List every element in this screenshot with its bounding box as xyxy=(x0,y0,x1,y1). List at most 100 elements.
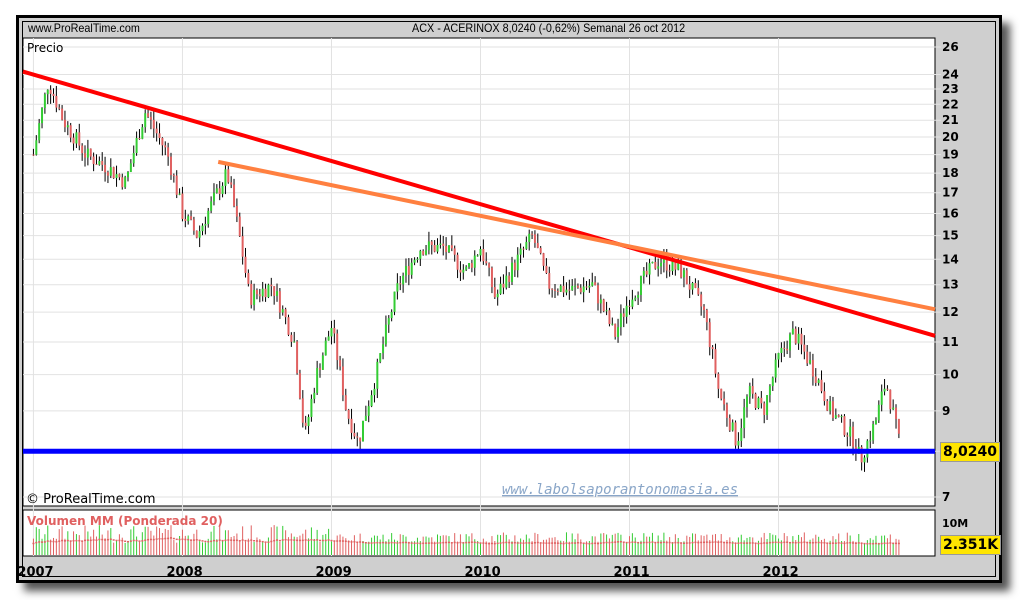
volume-ma-dash xyxy=(247,540,250,542)
volume-ma-dash xyxy=(41,541,44,543)
candle-body xyxy=(525,241,528,249)
volume-ma-dash xyxy=(637,541,640,544)
volume-ma-dash xyxy=(227,539,230,541)
volume-ma-dash xyxy=(141,540,144,542)
volume-ma-dash xyxy=(69,540,72,542)
volume-ma-dash xyxy=(545,542,548,544)
volume-ma-dash xyxy=(840,542,843,544)
volume-ma-dash xyxy=(187,538,190,541)
candle-body xyxy=(230,182,233,185)
y-tick-label: 16 xyxy=(942,206,959,220)
candle-body xyxy=(46,89,49,95)
volume-ma-dash xyxy=(95,539,98,541)
volume-ma-dash xyxy=(339,540,342,542)
candle-body xyxy=(582,286,585,293)
volume-ma-dash xyxy=(35,541,38,544)
volume-ma-dash xyxy=(668,541,671,544)
volume-ma-dash xyxy=(313,539,316,541)
candle-body xyxy=(273,286,276,296)
volume-ma-dash xyxy=(605,541,608,544)
candle-body xyxy=(390,311,393,319)
volume-ma-dash xyxy=(161,538,164,540)
candle-body xyxy=(347,409,350,419)
volume-ma-dash xyxy=(877,543,880,545)
volume-ma-dash xyxy=(81,540,84,542)
volume-ma-dash xyxy=(439,542,442,544)
volume-ma-dash xyxy=(700,541,703,544)
volume-ma-dash xyxy=(482,542,485,544)
candle-body xyxy=(817,379,820,383)
candle-body xyxy=(396,283,399,292)
panel-label: Precio xyxy=(27,41,63,55)
volume-ma-dash xyxy=(221,539,224,542)
candle-body xyxy=(748,386,751,397)
volume-ma-dash xyxy=(476,541,479,544)
volume-ma-dash xyxy=(829,542,832,545)
candle-body xyxy=(132,153,135,164)
candle-body xyxy=(619,313,622,328)
candle-body xyxy=(892,407,895,410)
candle-body xyxy=(889,389,892,410)
volume-ma-dash xyxy=(685,542,688,544)
candle-body xyxy=(806,351,809,364)
volume-ma-dash xyxy=(78,539,81,542)
candle-body xyxy=(768,386,771,396)
volume-ma-dash xyxy=(218,539,221,541)
candle-body xyxy=(104,164,107,173)
volume-ma-dash xyxy=(516,542,519,544)
candle-body xyxy=(468,263,471,267)
candle-body xyxy=(129,163,132,172)
candle-body xyxy=(327,336,330,341)
candle-body xyxy=(880,391,883,405)
volume-ma-dash xyxy=(127,540,130,543)
volume-ma-dash xyxy=(86,539,89,541)
candle-body xyxy=(791,328,794,335)
volume-ma-dash xyxy=(373,542,376,544)
candle-body xyxy=(402,275,405,285)
volume-ma-dash xyxy=(462,542,465,544)
volume-ma-dash xyxy=(456,542,459,544)
candle-body xyxy=(539,247,542,254)
candle-body xyxy=(439,243,442,245)
candle-body xyxy=(301,398,304,423)
candle-body xyxy=(284,309,287,318)
volume-ma-dash xyxy=(519,542,522,544)
volume-ma-dash xyxy=(281,539,284,541)
candle-body xyxy=(657,266,660,269)
candle-body xyxy=(869,440,872,442)
candle-body xyxy=(605,310,608,312)
volume-ma-dash xyxy=(278,539,281,542)
volume-ma-dash xyxy=(760,542,763,545)
candle-body xyxy=(367,406,370,416)
volume-ma-dash xyxy=(708,541,711,544)
volume-ma-dash xyxy=(565,542,568,544)
candle-body xyxy=(720,388,723,399)
volume-ma-dash xyxy=(324,539,327,542)
volume-ma-dash xyxy=(43,541,46,543)
volume-ma-dash xyxy=(433,542,436,545)
volume-ma-dash xyxy=(728,541,731,544)
candle-body xyxy=(872,424,875,441)
candle-body xyxy=(809,360,812,364)
volume-ma-dash xyxy=(525,542,528,544)
candle-body xyxy=(834,415,837,418)
candle-body xyxy=(829,401,832,411)
candle-body xyxy=(585,286,588,288)
candle-body xyxy=(763,403,766,415)
candle-body xyxy=(554,289,556,291)
volume-ma-dash xyxy=(290,539,293,541)
candle-body xyxy=(820,379,823,392)
volume-ma-dash xyxy=(582,542,585,544)
candle-body xyxy=(178,193,181,195)
volume-ma-dash xyxy=(576,541,579,544)
candle-body xyxy=(513,262,516,271)
candle-body xyxy=(89,148,92,157)
volume-ma-dash xyxy=(579,542,582,544)
candle-body xyxy=(227,169,230,183)
volume-ma-dash xyxy=(164,537,167,540)
candle-body xyxy=(522,248,525,250)
y-tick-label: 14 xyxy=(942,252,959,266)
candle-body xyxy=(422,250,425,255)
volume-ma-dash xyxy=(746,542,749,544)
